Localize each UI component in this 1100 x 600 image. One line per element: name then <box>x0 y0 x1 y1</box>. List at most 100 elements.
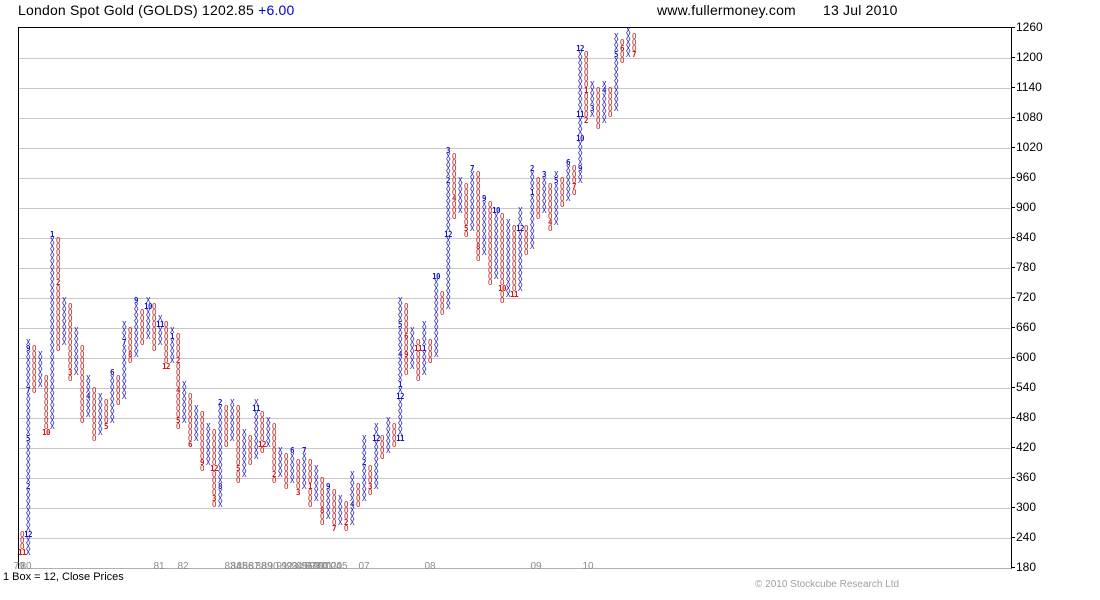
pf-o-glyph: O <box>56 344 61 353</box>
y-axis-tick <box>1011 507 1015 508</box>
pf-month-mark: 2 <box>272 470 277 479</box>
pf-x-glyph: X <box>494 230 499 239</box>
pf-month-mark: 12 <box>396 392 404 401</box>
pf-x-glyph: X <box>434 344 439 353</box>
year-tick-label: 01 <box>321 561 333 572</box>
pf-x-glyph: X <box>146 308 151 317</box>
pf-plot: 11 O O O X X X 12 X X X X X X X 2 X X X X X X X 5 X X X X X X X 7 X X X X X X… <box>18 27 1012 569</box>
pf-x-glyph: X <box>230 416 235 425</box>
y-axis-label: 1020 <box>1016 140 1043 154</box>
pf-o-glyph: O <box>536 176 541 185</box>
pf-month-mark: 7 <box>332 524 337 533</box>
pf-x-glyph: X <box>146 320 151 329</box>
pf-x-glyph: X <box>266 416 271 425</box>
pf-x-glyph: X <box>26 494 31 503</box>
pf-x-glyph: X <box>86 404 91 413</box>
pf-x-glyph: X <box>50 308 55 317</box>
pf-x-glyph: X <box>26 398 31 407</box>
pf-o-glyph: O <box>200 446 205 455</box>
pf-o-glyph: O <box>56 308 61 317</box>
pf-x-glyph: X <box>218 464 223 473</box>
pf-o-glyph: O <box>536 194 541 203</box>
pf-o-glyph: O <box>308 458 313 467</box>
pf-x-glyph: X <box>206 422 211 431</box>
pf-x-glyph: X <box>446 194 451 203</box>
pf-o-glyph: O <box>236 452 241 461</box>
pf-o-glyph: O <box>68 350 73 359</box>
pf-o-glyph: O <box>500 260 505 269</box>
pf-o-glyph: O <box>20 542 25 551</box>
pf-x-glyph: X <box>458 176 463 185</box>
pf-x-glyph: X <box>590 98 595 107</box>
pf-x-glyph: X <box>398 398 403 407</box>
pf-x-glyph: X <box>566 194 571 203</box>
pf-o-glyph: O <box>512 278 517 287</box>
pf-o-glyph: O <box>44 386 49 395</box>
pf-x-glyph: X <box>50 344 55 353</box>
pf-x-glyph: X <box>566 170 571 179</box>
pf-x-glyph: X <box>482 200 487 209</box>
pf-o-glyph: O <box>596 110 601 119</box>
pf-x-glyph: X <box>206 428 211 437</box>
pf-o-glyph: O <box>80 392 85 401</box>
pf-x-glyph: X <box>626 26 631 35</box>
pf-o-glyph: O <box>440 290 445 299</box>
pf-x-glyph: X <box>578 56 583 65</box>
pf-o-glyph: O <box>320 500 325 509</box>
pf-x-glyph: X <box>470 194 475 203</box>
pf-x-glyph: X <box>470 212 475 221</box>
pf-month-mark: 7 <box>572 182 577 191</box>
pf-x-glyph: X <box>38 374 43 383</box>
pf-o-glyph: O <box>44 410 49 419</box>
pf-x-glyph: X <box>374 482 379 491</box>
pf-o-glyph: O <box>608 86 613 95</box>
pf-o-glyph: O <box>176 404 181 413</box>
pf-x-glyph: X <box>398 428 403 437</box>
pf-o-glyph: O <box>92 422 97 431</box>
year-tick-label: 93 <box>286 561 298 572</box>
pf-o-glyph: O <box>524 224 529 233</box>
pf-x-glyph: X <box>254 398 259 407</box>
pf-x-glyph: X <box>50 236 55 245</box>
pf-x-glyph: X <box>554 218 559 227</box>
pf-x-glyph: X <box>50 266 55 275</box>
pf-x-glyph: X <box>86 410 91 419</box>
y-axis-label: 180 <box>1016 560 1037 574</box>
pf-x-glyph: X <box>386 428 391 437</box>
pf-month-mark: 6 <box>110 368 115 377</box>
pf-x-glyph: X <box>278 446 283 455</box>
y-axis-label: 480 <box>1016 410 1037 424</box>
pf-x-glyph: X <box>302 470 307 479</box>
pf-x-glyph: X <box>26 350 31 359</box>
pf-month-mark: 12 <box>516 224 524 233</box>
pf-x-glyph: X <box>230 398 235 407</box>
gridline <box>19 238 1011 239</box>
pf-month-mark: 1 <box>530 188 535 197</box>
pf-o-glyph: O <box>476 200 481 209</box>
pf-o-glyph: O <box>80 386 85 395</box>
pf-o-glyph: O <box>188 422 193 431</box>
pf-month-mark: 9 <box>134 296 139 305</box>
pf-o-glyph: O <box>92 392 97 401</box>
year-tick-label: 97 <box>305 561 317 572</box>
pf-x-glyph: X <box>578 74 583 83</box>
y-axis-label: 900 <box>1016 200 1037 214</box>
pf-x-glyph: X <box>50 416 55 425</box>
pf-x-glyph: X <box>410 350 415 359</box>
pf-x-glyph: X <box>398 362 403 371</box>
pf-x-glyph: X <box>146 314 151 323</box>
pf-o-glyph: O <box>308 470 313 479</box>
y-axis-label: 420 <box>1016 440 1037 454</box>
pf-o-glyph: O <box>272 458 277 467</box>
pf-o-glyph: O <box>92 410 97 419</box>
pf-x-glyph: X <box>230 422 235 431</box>
pf-o-glyph: O <box>56 296 61 305</box>
pf-x-glyph: X <box>482 236 487 245</box>
pf-month-mark: 5 <box>464 224 469 233</box>
pf-x-glyph: X <box>542 176 547 185</box>
pf-o-glyph: O <box>464 218 469 227</box>
pf-month-mark: 6 <box>566 158 571 167</box>
pf-x-glyph: X <box>50 326 55 335</box>
pf-x-glyph: X <box>134 344 139 353</box>
pf-o-glyph: O <box>104 410 109 419</box>
